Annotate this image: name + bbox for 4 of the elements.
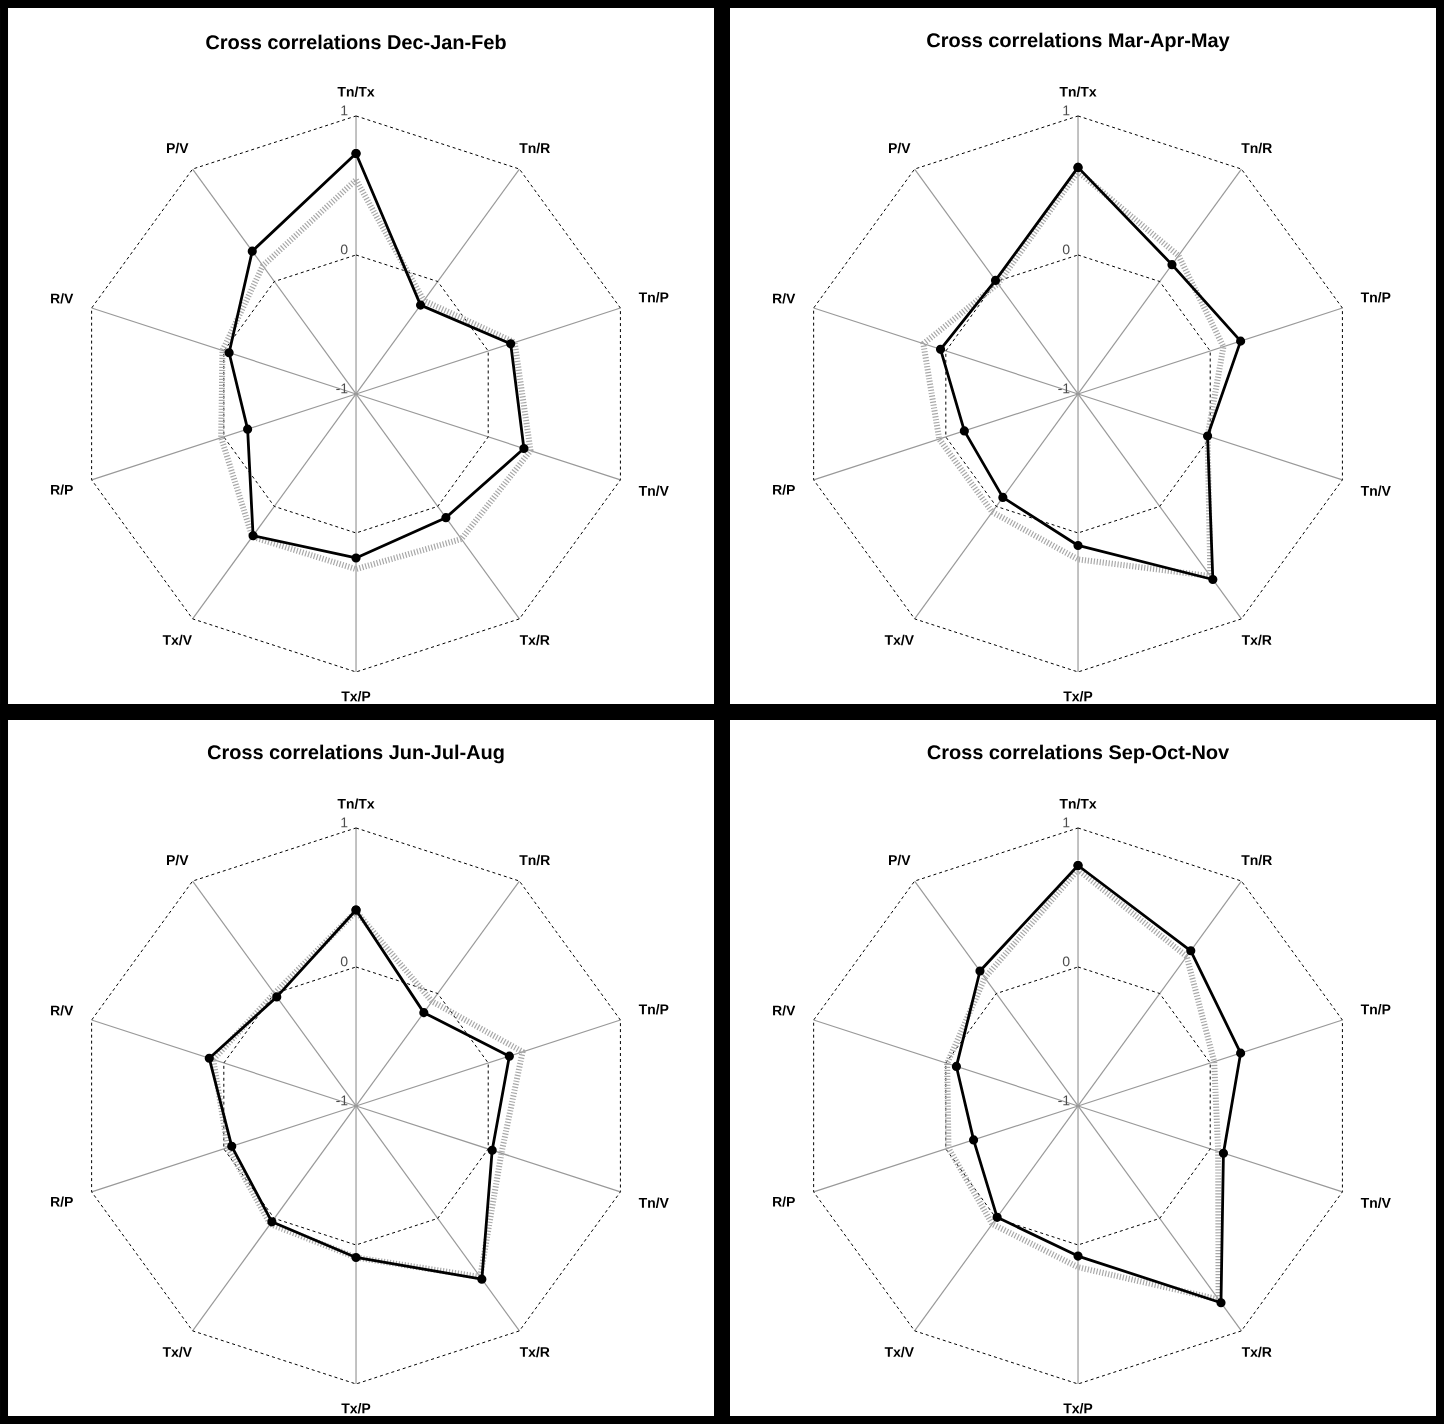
chart-title: Cross correlations Jun-Jul-Aug <box>207 744 504 764</box>
chart-title: Cross correlations Sep-Oct-Nov <box>927 744 1230 764</box>
chart-title: Cross correlations Mar-Apr-May <box>927 32 1230 52</box>
chart-title: Cross correlations Dec-Jan-Feb <box>206 34 506 50</box>
